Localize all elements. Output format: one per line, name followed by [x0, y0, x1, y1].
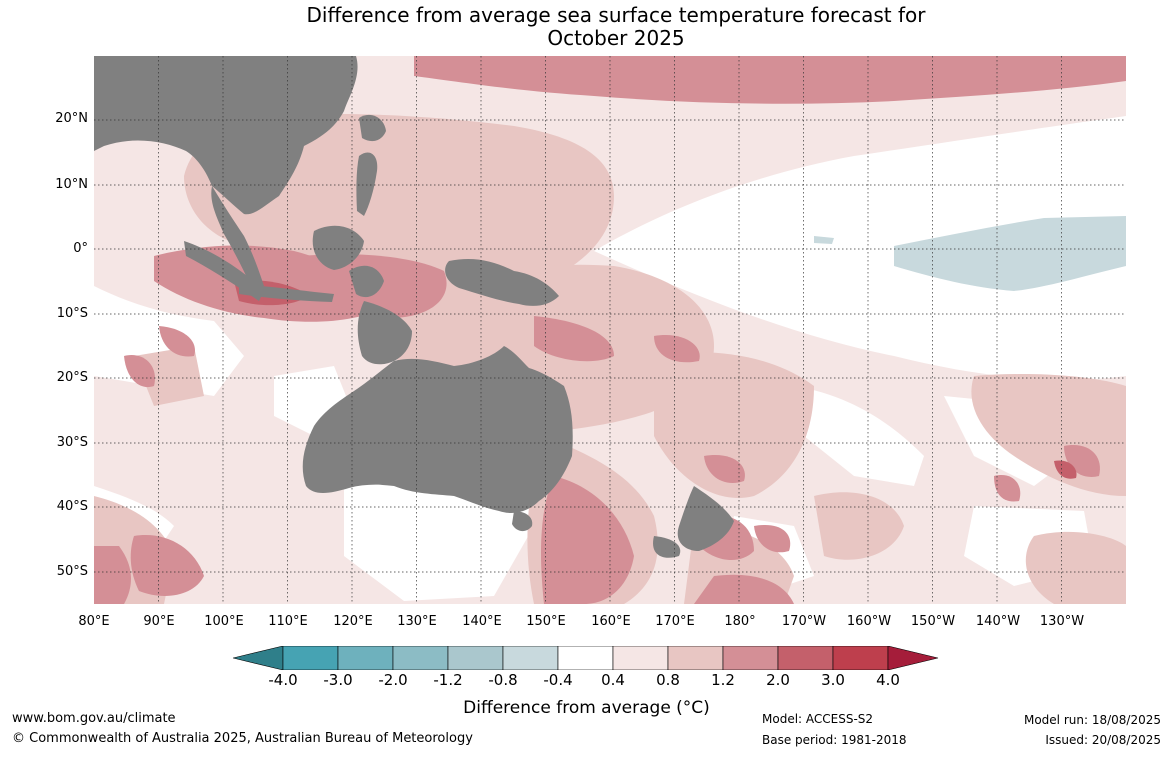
colorbar-tick-label: -1.2 [433, 671, 463, 689]
lon-label-90e: 90°E [143, 614, 175, 629]
lon-label-140w: 140°W [975, 614, 1021, 629]
colorbar-extend-low [233, 646, 284, 670]
anomaly-band-negative [814, 216, 1126, 291]
lon-label-150w: 150°W [910, 614, 956, 629]
lat-label-10s: 10°S [56, 306, 88, 321]
colorbar-tick-label: -3.0 [323, 671, 353, 689]
lon-label-120e: 120°E [333, 614, 373, 629]
title-line-2: October 2025 [547, 26, 685, 50]
colorbar-cell [282, 646, 339, 670]
lon-label-180: 180° [724, 614, 756, 629]
footer-model-run: Model run: 18/08/2025 [1023, 713, 1161, 727]
colorbar-tick-label: 4.0 [876, 671, 900, 689]
colorbar-label: Difference from average (°C) [463, 698, 710, 718]
lat-label-0: 0° [73, 241, 88, 256]
colorbar [233, 646, 939, 670]
colorbar-tick-label: -0.8 [488, 671, 518, 689]
colorbar-tick-label: -2.0 [378, 671, 408, 689]
lat-label-50s: 50°S [56, 564, 88, 579]
lon-label-110e: 110°E [268, 614, 308, 629]
lat-label-10n: 10°N [55, 177, 88, 192]
land [94, 56, 734, 558]
footer-issued: Issued: 20/08/2025 [1045, 733, 1161, 747]
footer-copyright: © Commonwealth of Australia 2025, Austra… [12, 731, 473, 746]
lon-label-140e: 140°E [462, 614, 502, 629]
sst-anomaly-map [94, 56, 1126, 604]
colorbar-tick-label: 0.4 [601, 671, 625, 689]
colorbar-extend-high [887, 646, 939, 670]
lon-label-170w: 170°W [781, 614, 827, 629]
colorbar-cell [722, 646, 779, 670]
lat-label-20n: 20°N [55, 111, 88, 126]
footer-url: www.bom.gov.au/climate [12, 711, 176, 726]
lon-label-130e: 130°E [397, 614, 437, 629]
lon-label-160w: 160°W [846, 614, 892, 629]
colorbar-cell [667, 646, 724, 670]
footer-base-period: Base period: 1981-2018 [762, 733, 907, 747]
colorbar-cell [337, 646, 394, 670]
map-title: Difference from average sea surface temp… [0, 4, 1173, 50]
colorbar-tick-label: -4.0 [268, 671, 298, 689]
colorbar-tick-label: 0.8 [656, 671, 680, 689]
colorbar-cell [502, 646, 559, 670]
lon-label-170e: 170°E [655, 614, 695, 629]
colorbar-tick-label: 2.0 [766, 671, 790, 689]
lon-label-160e: 160°E [591, 614, 631, 629]
lon-label-100e: 100°E [204, 614, 244, 629]
footer-model: Model: ACCESS-S2 [762, 712, 874, 726]
colorbar-cell [832, 646, 889, 670]
colorbar-tick-label: 3.0 [821, 671, 845, 689]
colorbar-cell [447, 646, 504, 670]
colorbar-cell [777, 646, 834, 670]
lon-label-80e: 80°E [78, 614, 110, 629]
colorbar-tick-label: 1.2 [711, 671, 735, 689]
map-canvas [94, 56, 1126, 604]
gridlines [94, 56, 1126, 604]
lat-label-20s: 20°S [56, 370, 88, 385]
lat-label-40s: 40°S [56, 499, 88, 514]
lon-label-130w: 130°W [1039, 614, 1085, 629]
colorbar-cell [392, 646, 449, 670]
colorbar-cell [557, 646, 614, 670]
lon-label-150e: 150°E [526, 614, 566, 629]
colorbar-cell [612, 646, 669, 670]
title-line-1: Difference from average sea surface temp… [306, 3, 926, 27]
lat-label-30s: 30°S [56, 435, 88, 450]
colorbar-cells [233, 646, 939, 670]
colorbar-tick-label: -0.4 [543, 671, 573, 689]
